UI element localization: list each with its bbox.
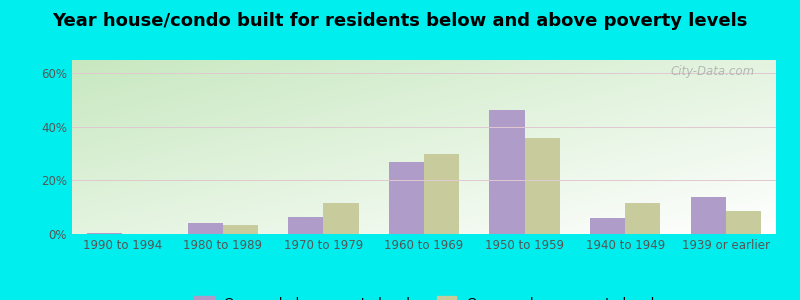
Bar bbox=[87, 233, 122, 234]
Bar bbox=[389, 162, 424, 234]
Text: City-Data.com: City-Data.com bbox=[670, 65, 755, 78]
Bar bbox=[188, 223, 223, 234]
Text: Year house/condo built for residents below and above poverty levels: Year house/condo built for residents bel… bbox=[52, 12, 748, 30]
Bar bbox=[690, 196, 726, 234]
Bar bbox=[223, 225, 258, 234]
Bar bbox=[625, 203, 660, 234]
Bar bbox=[323, 203, 358, 234]
Bar bbox=[288, 217, 323, 234]
Bar bbox=[590, 218, 625, 234]
Bar bbox=[525, 138, 560, 234]
Bar bbox=[726, 211, 761, 234]
Bar bbox=[424, 154, 459, 234]
Legend: Owners below poverty level, Owners above poverty level: Owners below poverty level, Owners above… bbox=[194, 296, 654, 300]
Bar bbox=[490, 110, 525, 234]
